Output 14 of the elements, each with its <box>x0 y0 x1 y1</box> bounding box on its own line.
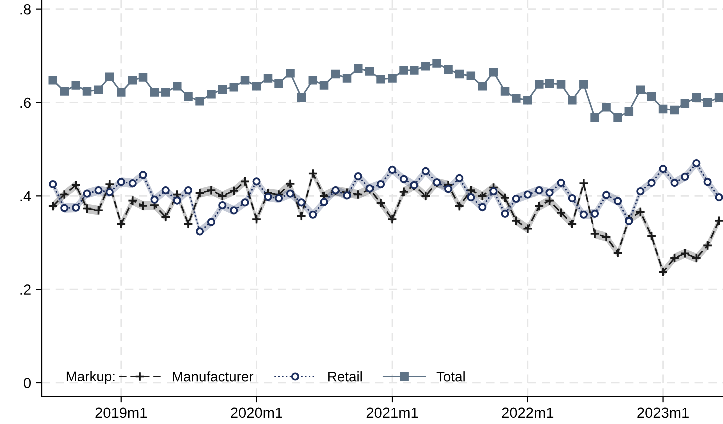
y-tick-label: .2 <box>20 284 31 295</box>
x-tick-label: 2019m1 <box>96 408 148 418</box>
y-tick-label: 0 <box>24 378 32 388</box>
x-tick-label: 2023m1 <box>638 408 689 418</box>
x-tick-label: 2022m1 <box>502 408 554 418</box>
y-tick-label: .6 <box>20 98 31 108</box>
legend-label: Manufacturer <box>173 372 254 382</box>
legend-label: Total <box>436 372 465 382</box>
y-tick-label: .8 <box>20 4 31 15</box>
x-tick-label: 2020m1 <box>231 408 282 418</box>
legend-label: Retail <box>328 372 362 382</box>
legend-title: Markup: <box>66 371 115 384</box>
x-tick-label: 2021m1 <box>366 408 418 418</box>
y-tick-label: .4 <box>20 191 32 202</box>
